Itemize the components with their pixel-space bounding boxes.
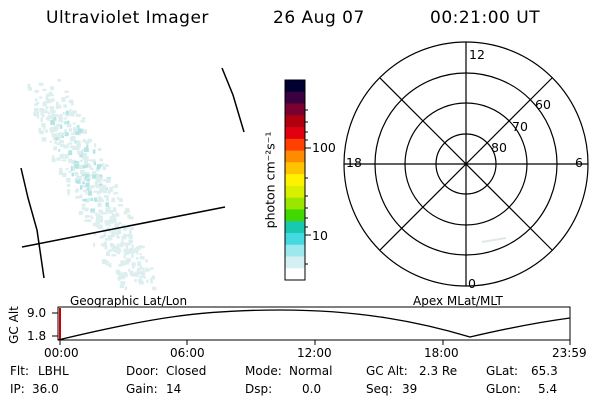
ip-value: 36.0 xyxy=(32,382,59,396)
seq-label: Seq: xyxy=(366,382,393,396)
aurora-emission xyxy=(27,78,157,291)
mlt-label-0: 0 xyxy=(468,276,476,291)
dsp-value: 0.0 xyxy=(302,382,322,396)
time-tick-0000: 00:00 xyxy=(44,346,79,360)
grid-line xyxy=(21,206,226,248)
time-tick-1200: 12:00 xyxy=(297,346,332,360)
glon-value: 5.4 xyxy=(538,382,558,396)
colorbar-tick-100: 100 xyxy=(312,140,336,155)
time-tick-2359: 23:59 xyxy=(552,346,587,360)
alt-tick-low: 1.8 xyxy=(27,329,47,343)
color-bar-gradient xyxy=(285,80,305,281)
date-label: 26 Aug 07 xyxy=(273,8,365,28)
filter-label: Flt: xyxy=(10,364,29,378)
coastline-line xyxy=(20,167,45,279)
gain-value: 14 xyxy=(166,382,182,396)
glat-value: 65.3 xyxy=(531,364,558,378)
mlat-label-80: 80 xyxy=(491,140,507,155)
mlt-label-12: 12 xyxy=(469,47,485,62)
gc-alt-value: 2.3 Re xyxy=(419,364,458,378)
door-value: Closed xyxy=(166,364,207,378)
geo-coord-title: Geographic Lat/Lon xyxy=(70,294,188,308)
filter-value: LBHL xyxy=(38,364,69,378)
mode-value: Normal xyxy=(289,364,333,378)
alt-tick-high: 9.0 xyxy=(27,306,47,320)
colorbar-unit-label: photon cm⁻²s⁻¹ xyxy=(262,131,278,229)
glat-label: GLat: xyxy=(486,364,519,378)
geographic-image xyxy=(20,67,245,291)
mlat-label-70: 70 xyxy=(512,119,528,134)
gc-alt-axis-label: GC Alt xyxy=(7,306,21,344)
polar-plot xyxy=(343,41,589,287)
time-tick-1800: 18:00 xyxy=(424,346,459,360)
color-bar xyxy=(284,79,311,281)
time-label: 00:21:00 UT xyxy=(430,8,541,28)
mode-label: Mode: xyxy=(245,364,282,378)
mlt-label-18: 18 xyxy=(346,155,362,170)
time-tick-0600: 06:00 xyxy=(170,346,205,360)
seq-value: 39 xyxy=(402,382,418,396)
gc-alt-label: GC Alt: xyxy=(366,364,408,378)
gain-label: Gain: xyxy=(126,382,158,396)
instrument-title: Ultraviolet Imager xyxy=(46,8,209,28)
colorbar-tick-10: 10 xyxy=(312,228,328,243)
dsp-label: Dsp: xyxy=(245,382,273,396)
ip-label: IP: xyxy=(10,382,25,396)
altitude-timeline xyxy=(52,306,571,345)
mlat-label-60: 60 xyxy=(535,97,551,112)
apex-coord-title: Apex MLat/MLT xyxy=(413,294,503,308)
door-label: Door: xyxy=(126,364,159,378)
glon-label: GLon: xyxy=(486,382,521,396)
mlt-label-6: 6 xyxy=(575,155,583,170)
coastline-line xyxy=(221,67,245,133)
